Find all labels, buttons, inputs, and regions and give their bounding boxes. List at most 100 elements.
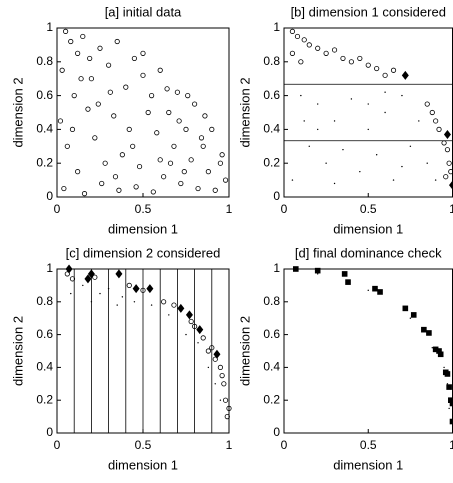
point bbox=[350, 98, 353, 100]
point bbox=[161, 299, 167, 305]
point bbox=[157, 157, 163, 163]
point bbox=[224, 413, 230, 420]
point bbox=[401, 70, 409, 80]
y-tick-label: 0.4 bbox=[36, 360, 53, 374]
point bbox=[185, 310, 193, 320]
point bbox=[81, 191, 88, 197]
point bbox=[448, 169, 453, 175]
point bbox=[292, 266, 299, 272]
point bbox=[222, 397, 229, 403]
point bbox=[367, 289, 369, 292]
x-tick-label: 0 bbox=[54, 438, 61, 452]
point bbox=[209, 345, 215, 351]
point bbox=[333, 182, 336, 185]
y-tick-label: 0.6 bbox=[263, 327, 280, 341]
point bbox=[392, 179, 395, 181]
x-tick-label: 1 bbox=[449, 202, 453, 216]
point bbox=[448, 397, 453, 403]
y-tick-label: 0.6 bbox=[36, 327, 53, 341]
point bbox=[431, 347, 433, 349]
point bbox=[205, 348, 211, 354]
axis-label: dimension 1 bbox=[108, 457, 178, 472]
point bbox=[87, 269, 95, 279]
point bbox=[171, 143, 177, 149]
y-tick-label: 0.2 bbox=[36, 392, 53, 406]
point bbox=[221, 381, 227, 387]
point bbox=[436, 126, 442, 132]
point bbox=[291, 179, 294, 181]
point bbox=[374, 65, 380, 72]
point bbox=[146, 284, 154, 294]
point bbox=[333, 120, 336, 122]
point bbox=[70, 292, 72, 295]
point bbox=[68, 38, 74, 45]
point bbox=[116, 304, 118, 306]
point bbox=[178, 180, 184, 187]
point bbox=[294, 33, 301, 40]
point bbox=[107, 287, 110, 290]
point bbox=[200, 143, 206, 149]
x-tick-label: 0 bbox=[281, 438, 288, 452]
point bbox=[308, 145, 310, 147]
point bbox=[219, 152, 225, 158]
point bbox=[226, 405, 232, 411]
x-tick-label: 0.5 bbox=[360, 438, 377, 452]
point bbox=[84, 274, 92, 284]
y-tick-label: 0.8 bbox=[36, 294, 53, 308]
point bbox=[446, 383, 449, 385]
point bbox=[214, 383, 216, 385]
point bbox=[59, 67, 65, 73]
point bbox=[90, 301, 93, 303]
x-tick-label: 0.5 bbox=[135, 202, 152, 216]
point bbox=[71, 93, 77, 99]
title: [c] dimension 2 considered bbox=[66, 245, 221, 260]
point bbox=[145, 109, 151, 116]
point bbox=[202, 113, 208, 119]
point bbox=[114, 38, 120, 45]
point bbox=[433, 118, 439, 124]
point bbox=[212, 356, 218, 362]
axis-label: dimension 2 bbox=[10, 316, 25, 386]
y-tick-label: 0.4 bbox=[263, 360, 280, 374]
point bbox=[325, 162, 327, 164]
point bbox=[161, 174, 167, 180]
point bbox=[69, 126, 76, 132]
point bbox=[106, 62, 112, 68]
point bbox=[150, 304, 153, 306]
axis-label: dimension 2 bbox=[10, 77, 25, 147]
point bbox=[188, 318, 194, 325]
point bbox=[154, 130, 160, 136]
point bbox=[367, 128, 369, 131]
point bbox=[390, 67, 397, 73]
point bbox=[115, 269, 123, 279]
point bbox=[62, 28, 69, 34]
point bbox=[133, 301, 136, 303]
point bbox=[449, 418, 453, 425]
axis-label: dimension 1 bbox=[333, 221, 403, 236]
y-tick-label: 0.8 bbox=[263, 294, 280, 308]
point bbox=[65, 264, 73, 274]
point bbox=[119, 152, 125, 158]
point bbox=[213, 349, 221, 359]
axes-frame bbox=[56, 27, 230, 198]
point bbox=[140, 287, 146, 293]
axes-frame bbox=[283, 27, 453, 198]
point bbox=[365, 62, 371, 68]
point bbox=[112, 174, 119, 180]
y-tick-label: 1 bbox=[273, 20, 280, 34]
point bbox=[301, 37, 307, 43]
point bbox=[75, 50, 81, 56]
axis-label: dimension 1 bbox=[333, 457, 403, 472]
point bbox=[289, 50, 296, 56]
point bbox=[384, 91, 386, 93]
point bbox=[345, 279, 351, 285]
point bbox=[111, 113, 117, 119]
point bbox=[97, 45, 103, 51]
point bbox=[181, 169, 187, 175]
point bbox=[197, 342, 199, 344]
point bbox=[82, 284, 84, 287]
point bbox=[123, 84, 129, 90]
point bbox=[130, 143, 136, 149]
y-tick-label: 0.2 bbox=[263, 155, 280, 169]
point bbox=[212, 187, 218, 193]
